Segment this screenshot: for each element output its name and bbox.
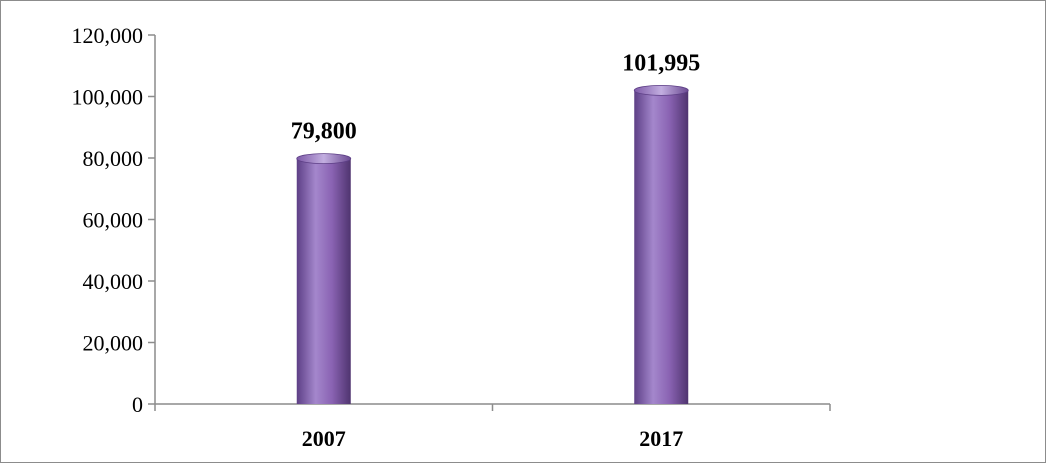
labels-group: 79,800 2007 101,995 2017 (291, 50, 701, 451)
bar (296, 158, 351, 404)
bar-cap (633, 84, 689, 96)
y-tick-label: 100,000 (72, 85, 144, 110)
axes: 0 20,000 40,000 60,000 80,000 100,000 120,000 (72, 23, 831, 417)
data-label: 101,995 (622, 50, 700, 76)
y-tick-label: 20,000 (83, 331, 144, 356)
y-tick-label: 80,000 (83, 146, 144, 171)
y-tick-label: 120,000 (72, 23, 144, 48)
bar-cap (296, 153, 352, 165)
bar (634, 90, 689, 405)
y-tick-label: 0 (132, 392, 143, 417)
y-tick-label: 60,000 (83, 208, 144, 233)
x-category-label: 2017 (639, 426, 683, 451)
x-category-label: 2007 (302, 426, 346, 451)
y-tick-label: 40,000 (83, 269, 144, 294)
data-label: 79,800 (291, 119, 357, 145)
bars-group (296, 84, 689, 405)
